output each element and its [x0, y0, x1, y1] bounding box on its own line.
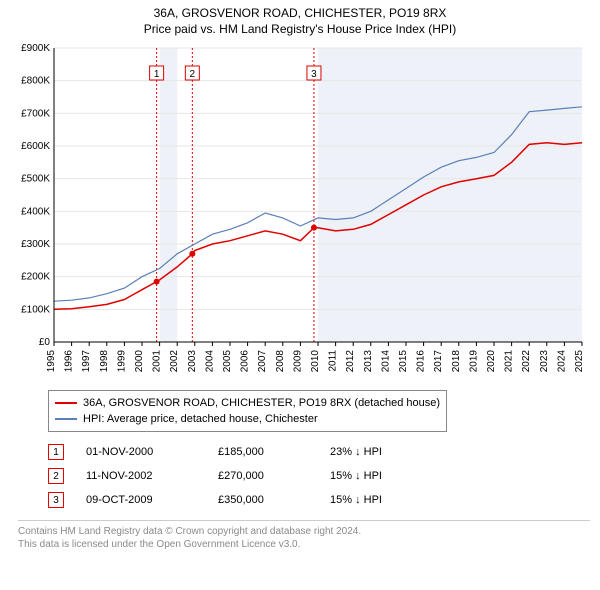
x-axis-label: 2004 [204, 350, 215, 373]
x-axis-label: 2018 [451, 350, 462, 373]
x-axis-label: 2002 [169, 350, 180, 373]
footer-line-1: Contains HM Land Registry data © Crown c… [18, 525, 590, 538]
event-date: 11-NOV-2002 [86, 470, 196, 482]
legend-label: 36A, GROSVENOR ROAD, CHICHESTER, PO19 8R… [83, 397, 440, 409]
sale-marker [311, 225, 317, 231]
y-axis-label: £900K [21, 44, 50, 54]
event-date: 01-NOV-2000 [86, 446, 196, 458]
x-axis-label: 2008 [275, 350, 286, 373]
event-marker-number: 3 [311, 69, 317, 80]
chart-subtitle: Price paid vs. HM Land Registry's House … [0, 22, 600, 36]
sale-marker [189, 251, 195, 257]
event-delta: 23% ↓ HPI [330, 446, 382, 458]
footer-line-2: This data is licensed under the Open Gov… [18, 538, 590, 551]
legend-swatch [55, 402, 77, 404]
x-axis-label: 1998 [99, 350, 110, 373]
legend-row: HPI: Average price, detached house, Chic… [55, 411, 440, 427]
legend: 36A, GROSVENOR ROAD, CHICHESTER, PO19 8R… [48, 390, 447, 432]
event-number-box: 1 [48, 444, 64, 460]
x-axis-label: 2011 [328, 350, 339, 372]
chart-area: £0 £100K £200K £300K £400K £500K £600K £700K £80… [10, 44, 590, 384]
x-axis-label: 2003 [187, 350, 198, 373]
x-axis-label: 2019 [468, 350, 479, 373]
x-axis-label: 1995 [46, 350, 57, 373]
x-axis-label: 2000 [134, 350, 145, 373]
legend-row: 36A, GROSVENOR ROAD, CHICHESTER, PO19 8R… [55, 395, 440, 411]
event-delta: 15% ↓ HPI [330, 470, 382, 482]
legend-swatch [55, 418, 77, 420]
legend-label: HPI: Average price, detached house, Chic… [83, 413, 318, 425]
event-number-box: 2 [48, 468, 64, 484]
x-axis-label: 2006 [240, 350, 251, 373]
y-axis-label: £500K [21, 174, 50, 185]
x-axis-label: 2005 [222, 350, 233, 373]
y-axis-label: £400K [21, 206, 50, 217]
event-marker-number: 2 [190, 69, 196, 80]
event-row: 3 09-OCT-2009 £350,000 15% ↓ HPI [48, 488, 590, 512]
y-axis-label: £300K [21, 239, 50, 250]
event-date: 09-OCT-2009 [86, 494, 196, 506]
y-axis-label: £200K [21, 272, 50, 283]
x-axis-label: 1997 [81, 350, 92, 373]
chart-header: 36A, GROSVENOR ROAD, CHICHESTER, PO19 8R… [0, 0, 600, 40]
x-axis-label: 1999 [116, 350, 127, 373]
x-axis-label: 2022 [521, 350, 532, 373]
y-axis-label: £700K [21, 108, 50, 119]
y-axis-label: £100K [21, 304, 50, 315]
event-price: £185,000 [218, 446, 308, 458]
chart-title: 36A, GROSVENOR ROAD, CHICHESTER, PO19 8R… [0, 6, 600, 20]
x-axis-label: 2025 [574, 350, 585, 373]
x-axis-label: 2017 [433, 350, 444, 373]
x-axis-label: 2020 [486, 350, 497, 373]
event-number-box: 3 [48, 492, 64, 508]
x-axis-label: 2012 [345, 350, 356, 373]
event-delta: 15% ↓ HPI [330, 494, 382, 506]
event-marker-number: 1 [154, 69, 160, 80]
event-row: 1 01-NOV-2000 £185,000 23% ↓ HPI [48, 440, 590, 464]
x-axis-label: 2024 [556, 350, 567, 373]
line-chart: £0 £100K £200K £300K £400K £500K £600K £700K £80… [10, 44, 590, 384]
events-table: 1 01-NOV-2000 £185,000 23% ↓ HPI 2 11-NOV-200… [48, 440, 590, 512]
y-axis-label: £0 [39, 337, 51, 348]
event-price: £350,000 [218, 494, 308, 506]
x-axis-label: 2021 [504, 350, 515, 373]
sale-marker [154, 279, 160, 285]
x-axis-label: 1996 [64, 350, 75, 373]
x-axis-label: 2009 [292, 350, 303, 373]
event-price: £270,000 [218, 470, 308, 482]
x-axis-label: 2016 [416, 350, 427, 373]
y-axis-label: £600K [21, 141, 50, 152]
x-axis-label: 2001 [152, 350, 163, 373]
x-axis-label: 2007 [257, 350, 268, 373]
x-axis-label: 2010 [310, 350, 321, 373]
x-axis-label: 2013 [363, 350, 374, 373]
event-row: 2 11-NOV-2002 £270,000 15% ↓ HPI [48, 464, 590, 488]
x-axis-label: 2023 [539, 350, 550, 373]
y-axis-label: £800K [21, 76, 50, 87]
footer-attribution: Contains HM Land Registry data © Crown c… [18, 520, 590, 555]
x-axis-label: 2014 [380, 350, 391, 373]
x-axis-label: 2015 [398, 350, 409, 373]
